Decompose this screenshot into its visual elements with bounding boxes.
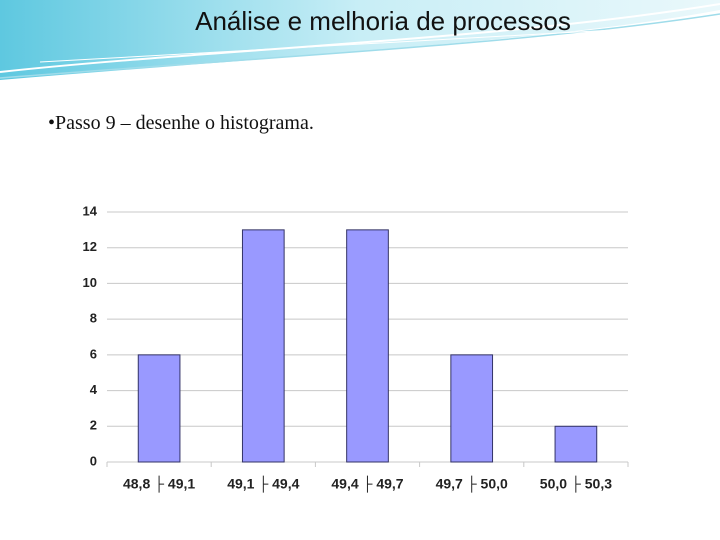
- y-tick-label: 2: [90, 418, 97, 433]
- bullet-text: •Passo 9 – desenhe o histograma.: [48, 112, 314, 134]
- x-tick-label: 49,1 ├ 49,4: [227, 476, 299, 494]
- chart: 0 2 4 6 8 10 12 14 48,8 ├ 49,1 49,1 ├ 49,4 49,4 ├ …: [83, 203, 629, 494]
- y-tick-label: 10: [83, 275, 97, 290]
- bar: [346, 229, 389, 463]
- bar: [450, 354, 494, 463]
- bar: [554, 425, 598, 463]
- slide-title: Análise e melhoria de processos: [195, 6, 571, 36]
- y-tick-label: 14: [83, 203, 98, 218]
- y-tick-label: 4: [90, 382, 98, 397]
- y-tick-label: 0: [90, 453, 97, 468]
- y-tick-label: 12: [83, 239, 97, 254]
- x-tick-label: 49,4 ├ 49,7: [331, 476, 403, 494]
- x-tick-label: 48,8 ├ 49,1: [123, 476, 195, 494]
- x-tick-label: 49,7 ├ 50,0: [436, 476, 508, 494]
- bar: [137, 354, 181, 463]
- y-tick-label: 6: [90, 346, 97, 361]
- bullet-content: Passo 9 – desenhe o histograma.: [55, 112, 314, 134]
- header-decoration: [0, 0, 720, 80]
- bullet-marker: •: [48, 112, 55, 134]
- y-tick-label: 8: [90, 311, 97, 326]
- x-tick-label: 50,0 ├ 50,3: [540, 476, 612, 494]
- bar: [241, 229, 285, 463]
